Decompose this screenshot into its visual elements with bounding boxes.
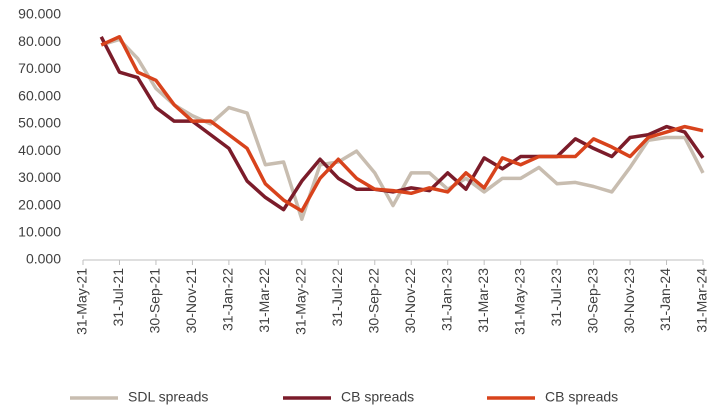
x-tick-label: 31-Jul-21 [110,268,126,327]
legend-label: CB spreads [545,389,618,405]
y-tick-label: 60.000 [18,87,61,103]
legend-label: CB spreads [341,389,414,405]
y-tick-label: 20.000 [18,196,61,212]
y-tick-label: 30.000 [18,169,61,185]
y-tick-label: 80.000 [18,33,61,49]
y-tick-label: 70.000 [18,60,61,76]
x-tick-label: 31-May-23 [511,268,527,335]
y-tick-label: 50.000 [18,115,61,131]
x-tick-label: 30-Sep-22 [365,268,381,334]
x-tick-label: 31-Jul-22 [329,268,345,327]
x-tick-label: 30-Nov-21 [183,268,199,334]
x-tick-label: 31-Mar-22 [256,268,272,333]
y-tick-label: 40.000 [18,142,61,158]
series-line [99,35,705,212]
x-tick-label: 30-Nov-22 [402,268,418,334]
x-tick-label: 30-Sep-23 [584,268,600,334]
x-tick-label: 30-Nov-23 [621,268,637,334]
x-tick-label: 31-Mar-24 [694,268,710,333]
x-tick-label: 31-Mar-23 [475,268,491,333]
y-tick-label: 10.000 [18,223,61,239]
x-tick-label: 30-Sep-21 [147,268,163,334]
x-tick-label: 31-Jan-22 [220,268,236,331]
y-tick-label: 0.000 [26,251,61,267]
x-tick-label: 31-May-22 [293,268,309,335]
x-tick-label: 31-Jul-23 [548,268,564,327]
series-line [100,35,704,213]
x-tick-label: 31-Jan-24 [657,268,673,331]
x-tick-label: 31-Jan-23 [438,268,454,331]
x-tick-label: 31-May-21 [74,268,90,335]
y-tick-label: 90.000 [18,6,61,22]
legend-label: SDL spreads [128,389,208,405]
